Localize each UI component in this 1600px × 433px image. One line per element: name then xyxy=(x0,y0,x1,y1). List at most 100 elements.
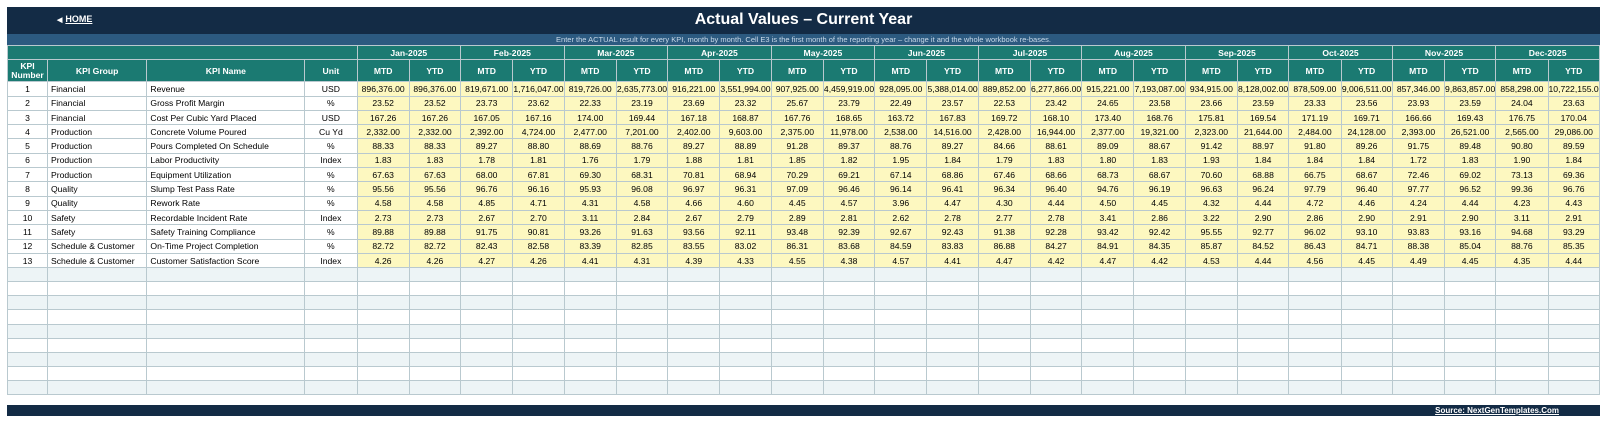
mtd-value-cell[interactable]: 3.41 xyxy=(1081,209,1135,226)
mtd-value-cell[interactable]: 89.88 xyxy=(356,224,410,240)
empty-cell[interactable] xyxy=(356,309,410,325)
ytd-value-cell[interactable]: 84.27 xyxy=(1029,238,1083,254)
mtd-value-cell[interactable]: 4.45 xyxy=(770,195,824,211)
mtd-value-cell[interactable]: 95.93 xyxy=(563,181,617,197)
mtd-value-cell[interactable]: 175.81 xyxy=(1184,109,1238,126)
empty-cell[interactable] xyxy=(7,351,48,367)
ytd-value-cell[interactable]: 68.88 xyxy=(1236,167,1290,183)
empty-cell[interactable] xyxy=(1184,267,1238,283)
mtd-value-cell[interactable]: 4.23 xyxy=(1495,195,1549,211)
mtd-value-cell[interactable]: 819,671.00 xyxy=(460,81,514,97)
empty-cell[interactable] xyxy=(1184,351,1238,367)
ytd-value-cell[interactable]: 83.02 xyxy=(719,238,772,254)
ytd-value-cell[interactable]: 11,978.00 xyxy=(822,124,876,140)
empty-cell[interactable] xyxy=(1288,309,1342,325)
empty-cell[interactable] xyxy=(1288,295,1342,311)
ytd-value-cell[interactable]: 9,603.00 xyxy=(719,124,772,140)
ytd-value-cell[interactable]: 96.16 xyxy=(512,181,565,197)
ytd-value-cell[interactable]: 16,944.00 xyxy=(1029,124,1083,140)
mtd-value-cell[interactable]: 1.79 xyxy=(977,152,1031,169)
empty-cell[interactable] xyxy=(146,365,306,381)
empty-cell[interactable] xyxy=(977,365,1031,381)
ytd-value-cell[interactable]: 92.28 xyxy=(1029,224,1083,240)
mtd-value-cell[interactable]: 94.76 xyxy=(1081,181,1135,197)
empty-cell[interactable] xyxy=(977,281,1031,297)
empty-cell[interactable] xyxy=(460,323,514,339)
mtd-value-cell[interactable]: 167.26 xyxy=(356,109,410,126)
empty-cell[interactable] xyxy=(460,281,514,297)
ytd-value-cell[interactable]: 2.86 xyxy=(1133,209,1186,226)
empty-cell[interactable] xyxy=(719,281,772,297)
mtd-value-cell[interactable]: 84.66 xyxy=(977,138,1031,154)
ytd-value-cell[interactable]: 169.54 xyxy=(1236,109,1290,126)
empty-cell[interactable] xyxy=(926,309,979,325)
mtd-value-cell[interactable]: 22.49 xyxy=(874,95,928,111)
ytd-value-cell[interactable]: 2.91 xyxy=(1547,209,1600,226)
empty-cell[interactable] xyxy=(822,295,876,311)
ytd-value-cell[interactable]: 93.10 xyxy=(1340,224,1393,240)
empty-cell[interactable] xyxy=(1340,337,1393,353)
ytd-value-cell[interactable]: 14,516.00 xyxy=(926,124,979,140)
empty-cell[interactable] xyxy=(719,351,772,367)
empty-cell[interactable] xyxy=(7,337,48,353)
empty-cell[interactable] xyxy=(304,351,358,367)
mtd-value-cell[interactable]: 1.84 xyxy=(1288,152,1342,169)
empty-cell[interactable] xyxy=(1495,379,1549,396)
ytd-value-cell[interactable]: 69.21 xyxy=(822,167,876,183)
mtd-value-cell[interactable]: 3.11 xyxy=(563,209,617,226)
mtd-value-cell[interactable]: 4.39 xyxy=(667,252,721,269)
ytd-value-cell[interactable]: 84.71 xyxy=(1340,238,1393,254)
ytd-value-cell[interactable]: 4.71 xyxy=(512,195,565,211)
ytd-value-cell[interactable]: 9,006,511.00 xyxy=(1340,81,1393,97)
empty-cell[interactable] xyxy=(1340,379,1393,396)
ytd-value-cell[interactable]: 168.65 xyxy=(822,109,876,126)
empty-cell[interactable] xyxy=(719,323,772,339)
ytd-value-cell[interactable]: 23.62 xyxy=(512,95,565,111)
ytd-value-cell[interactable]: 1.84 xyxy=(1340,152,1393,169)
empty-cell[interactable] xyxy=(1391,281,1446,297)
empty-cell[interactable] xyxy=(667,295,721,311)
empty-cell[interactable] xyxy=(874,309,928,325)
mtd-value-cell[interactable]: 89.27 xyxy=(460,138,514,154)
empty-cell[interactable] xyxy=(977,379,1031,396)
empty-cell[interactable] xyxy=(563,351,617,367)
mtd-value-cell[interactable]: 2,428.00 xyxy=(977,124,1031,140)
ytd-value-cell[interactable]: 4.58 xyxy=(408,195,462,211)
mtd-value-cell[interactable]: 167.76 xyxy=(770,109,824,126)
mtd-value-cell[interactable]: 67.46 xyxy=(977,167,1031,183)
empty-cell[interactable] xyxy=(408,365,462,381)
empty-cell[interactable] xyxy=(7,365,48,381)
mtd-value-cell[interactable]: 4.85 xyxy=(460,195,514,211)
mtd-value-cell[interactable]: 67.63 xyxy=(356,167,410,183)
ytd-value-cell[interactable]: 1.79 xyxy=(615,152,669,169)
ytd-value-cell[interactable]: 89.59 xyxy=(1547,138,1600,154)
empty-cell[interactable] xyxy=(146,267,306,283)
mtd-value-cell[interactable]: 70.29 xyxy=(770,167,824,183)
empty-cell[interactable] xyxy=(1236,351,1290,367)
ytd-value-cell[interactable]: 96.40 xyxy=(1340,181,1393,197)
mtd-value-cell[interactable]: 94.68 xyxy=(1495,224,1549,240)
empty-cell[interactable] xyxy=(615,309,669,325)
ytd-value-cell[interactable]: 2.84 xyxy=(615,209,669,226)
empty-cell[interactable] xyxy=(1547,379,1600,396)
ytd-value-cell[interactable]: 95.56 xyxy=(408,181,462,197)
mtd-value-cell[interactable]: 4.32 xyxy=(1184,195,1238,211)
empty-cell[interactable] xyxy=(1236,267,1290,283)
mtd-value-cell[interactable]: 4.72 xyxy=(1288,195,1342,211)
ytd-value-cell[interactable]: 4.26 xyxy=(512,252,565,269)
empty-cell[interactable] xyxy=(1444,379,1497,396)
empty-cell[interactable] xyxy=(1236,323,1290,339)
empty-cell[interactable] xyxy=(822,351,876,367)
empty-cell[interactable] xyxy=(1547,323,1600,339)
ytd-value-cell[interactable]: 96.40 xyxy=(1029,181,1083,197)
empty-cell[interactable] xyxy=(1547,351,1600,367)
empty-cell[interactable] xyxy=(304,281,358,297)
ytd-value-cell[interactable]: 1.84 xyxy=(926,152,979,169)
ytd-value-cell[interactable]: 82.85 xyxy=(615,238,669,254)
mtd-value-cell[interactable]: 4.35 xyxy=(1495,252,1549,269)
empty-cell[interactable] xyxy=(304,365,358,381)
mtd-value-cell[interactable]: 2,565.00 xyxy=(1495,124,1549,140)
ytd-value-cell[interactable]: 167.16 xyxy=(512,109,565,126)
mtd-value-cell[interactable]: 84.91 xyxy=(1081,238,1135,254)
empty-cell[interactable] xyxy=(615,351,669,367)
